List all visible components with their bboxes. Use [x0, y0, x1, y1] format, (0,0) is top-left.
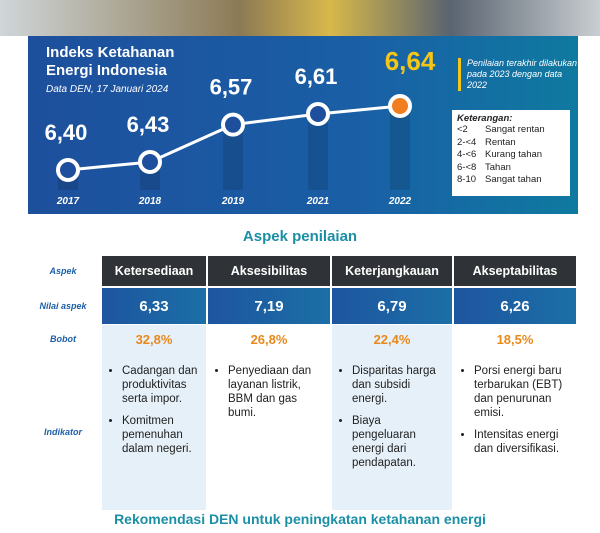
row-label: Indikator [43, 427, 82, 437]
indicator-list: Porsi energi baru terbarukan (EBT) dan p… [460, 364, 570, 456]
legend-item: 8-10 Sangat tahan [457, 174, 565, 187]
column-shadow [223, 124, 243, 190]
value-cell: 6,79 [332, 288, 452, 324]
indicator-item: Intensitas energi dan diversifikasi. [474, 428, 570, 456]
indicator-cell: Porsi energi baru terbarukan (EBT) dan p… [454, 356, 576, 508]
chart-title: Indeks Ketahanan Energi Indonesia [46, 44, 175, 79]
row-label: Nilai aspek [39, 301, 87, 311]
indicator-cell: Cadangan dan produktivitas serta impor. K… [102, 356, 206, 508]
legend-item: 4-<6 Kurang tahan [457, 149, 565, 162]
indicator-list: Disparitas harga dan subsidi energi. Biay… [338, 364, 446, 470]
chart-subtitle: Data DEN, 17 Januari 2024 [46, 84, 169, 95]
weight-cell: 22,4% [373, 331, 411, 347]
point [56, 158, 80, 182]
legend-label: Tahan [485, 161, 511, 173]
x-tick-label: 2017 [56, 196, 80, 207]
section-title: Aspek penilaian [242, 228, 358, 245]
row-label: Bobot [50, 334, 76, 344]
weight-cell: 32,8% [135, 331, 173, 347]
legend-range: 4-<6 [457, 149, 477, 160]
x-tick-label: 2021 [306, 196, 330, 207]
point [306, 102, 330, 126]
header-cell: Aksesibilitas [208, 256, 330, 286]
x-tick-label: 2022 [388, 196, 412, 207]
indicator-item: Komitmen pemenuhan dalam negeri. [122, 414, 200, 456]
indicator-list: Cadangan dan produktivitas serta impor. K… [108, 364, 200, 456]
footer: Rekomendasi DEN untuk peningkatan ketaha… [114, 511, 486, 527]
indicator-item: Porsi energi baru terbarukan (EBT) dan p… [474, 364, 570, 420]
value-label: 6,64 [385, 46, 436, 76]
indicator-cell: Penyediaan dan layanan listrik, BBM dan … [208, 356, 330, 508]
legend-title: Keterangan: [457, 113, 513, 124]
point [138, 150, 162, 174]
legend-item: 6-<8 Tahan [457, 162, 565, 175]
point [221, 112, 245, 137]
indicator-list: Penyediaan dan layanan listrik, BBM dan … [214, 364, 324, 420]
legend-item: <2 Sangat rentan [457, 124, 565, 137]
value-label: 6,43 [127, 112, 170, 137]
indicator-item: Penyediaan dan layanan listrik, BBM dan … [228, 364, 324, 420]
indicator-item: Disparitas harga dan subsidi energi. [352, 364, 446, 406]
legend-range: 8-10 [457, 174, 477, 185]
legend-label: Kurang tahan [485, 149, 543, 160]
column-bg [332, 325, 452, 510]
value-label: 6,57 [210, 75, 253, 100]
indicator-item: Cadangan dan produktivitas serta impor. [122, 364, 200, 406]
column-shadow [308, 114, 328, 190]
legend-range: 6-<8 [457, 161, 477, 173]
indicator-cell: Disparitas harga dan subsidi energi. Biay… [332, 356, 452, 508]
column-shadow [390, 106, 410, 190]
indicator-item: Biaya pengeluaran energi dari pendapatan… [352, 414, 446, 470]
header-cell: Keterjangkauan [332, 256, 452, 286]
weight-cell: 18,5% [496, 331, 534, 347]
column-bg [102, 325, 206, 510]
value-cell: 7,19 [208, 288, 330, 324]
x-tick-label: 2018 [138, 196, 162, 207]
value-cell: 6,26 [454, 288, 576, 324]
row-label: Aspek [49, 266, 77, 276]
weight-cell: 26,8% [250, 331, 288, 347]
header-cell: Ketersediaan [102, 256, 206, 286]
legend-range: 2-<4 [457, 136, 477, 148]
legend-item: 2-<4 Rentan [457, 137, 565, 150]
value-label: 6,61 [295, 64, 338, 89]
legend-label: Rentan [485, 136, 516, 148]
header-photo [0, 0, 600, 36]
value-cell: 6,33 [102, 288, 206, 324]
point [388, 94, 412, 118]
legend-label: Sangat rentan [485, 124, 545, 135]
value-label: 6,40 [45, 120, 88, 145]
note: Penilaian terakhir dilakukan pada 2023 d… [458, 58, 579, 91]
x-tick-label: 2019 [221, 196, 245, 207]
legend-range: <2 [457, 124, 468, 135]
legend: Keterangan: <2 Sangat rentan 2-<4 Rentan 4-<… [452, 110, 570, 196]
legend-label: Sangat tahan [485, 174, 542, 185]
header-cell: Akseptabilitas [454, 256, 576, 286]
